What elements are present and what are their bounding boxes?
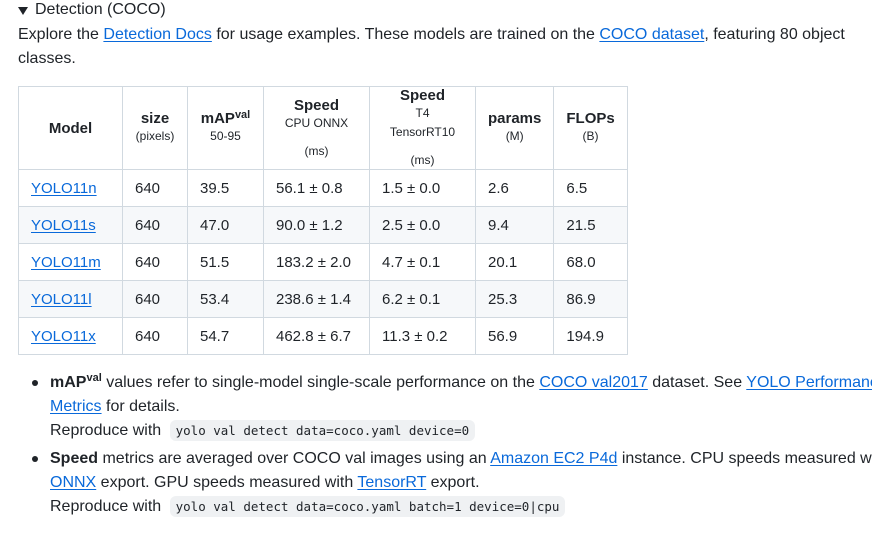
table-row: YOLO11x 640 54.7 462.8 ± 6.7 11.3 ± 0.2 … xyxy=(18,317,628,355)
note-term: mAPval xyxy=(50,372,102,392)
cell-map: 53.4 xyxy=(187,280,264,318)
table-header-row: Model size (pixels) mAPval 50-95 Speed C… xyxy=(18,86,628,170)
header-params: params (M) xyxy=(474,86,555,170)
header-model: Model xyxy=(18,86,123,170)
table-row: YOLO11l 640 53.4 238.6 ± 1.4 6.2 ± 0.1 2… xyxy=(18,280,628,318)
cell-flops: 68.0 xyxy=(553,243,628,281)
cell-speed-cpu: 183.2 ± 2.0 xyxy=(263,243,370,281)
note-text: for details. xyxy=(101,398,180,415)
cell-map: 47.0 xyxy=(187,206,264,244)
note-text: instance. CPU speeds measured with xyxy=(617,450,872,467)
model-link[interactable]: YOLO11l xyxy=(31,290,92,308)
coco-dataset-link[interactable]: COCO dataset xyxy=(599,26,705,43)
table-row: YOLO11m 640 51.5 183.2 ± 2.0 4.7 ± 0.1 2… xyxy=(18,243,628,281)
cell-speed-gpu: 4.7 ± 0.1 xyxy=(369,243,476,281)
model-link[interactable]: YOLO11x xyxy=(31,327,96,345)
header-size: size (pixels) xyxy=(122,86,188,170)
cell-size: 640 xyxy=(122,243,188,281)
coco-val2017-link[interactable]: COCO val2017 xyxy=(539,374,648,391)
cell-flops: 194.9 xyxy=(553,317,628,355)
cell-params: 2.6 xyxy=(474,169,555,207)
header-flops: FLOPs (B) xyxy=(553,86,628,170)
note-text: metrics are averaged over COCO val image… xyxy=(98,450,491,467)
amazon-ec2-p4d-link[interactable]: Amazon EC2 P4d xyxy=(490,450,618,467)
cell-params: 20.1 xyxy=(474,243,555,281)
bullet-icon xyxy=(32,380,38,386)
reproduce-label: Reproduce with xyxy=(50,498,162,515)
intro-text: Explore the xyxy=(18,26,104,43)
table-row: YOLO11s 640 47.0 90.0 ± 1.2 2.5 ± 0.0 9.… xyxy=(18,206,628,244)
cell-params: 56.9 xyxy=(474,317,555,355)
cell-size: 640 xyxy=(122,280,188,318)
cell-model: YOLO11n xyxy=(18,169,123,207)
cell-speed-gpu: 2.5 ± 0.0 xyxy=(369,206,476,244)
intro-text: for usage examples. These models are tra… xyxy=(211,26,600,43)
reproduce-command-code: yolo val detect data=coco.yaml batch=1 d… xyxy=(169,496,566,517)
reproduce-label: Reproduce with xyxy=(50,422,162,439)
cell-model: YOLO11l xyxy=(18,280,123,318)
cell-size: 640 xyxy=(122,169,188,207)
cell-params: 9.4 xyxy=(474,206,555,244)
cell-speed-cpu: 238.6 ± 1.4 xyxy=(263,280,370,318)
header-speed-cpu: Speed CPU ONNX (ms) xyxy=(263,86,370,170)
intro-paragraph: Explore the Detection Docs for usage exa… xyxy=(18,23,858,71)
tensorrt-link[interactable]: TensorRT xyxy=(357,474,427,491)
reproduce-command-code: yolo val detect data=coco.yaml device=0 xyxy=(169,420,476,441)
cell-map: 39.5 xyxy=(187,169,264,207)
cell-speed-gpu: 11.3 ± 0.2 xyxy=(369,317,476,355)
cell-params: 25.3 xyxy=(474,280,555,318)
header-speed-gpu: Speed T4 TensorRT10 (ms) xyxy=(369,86,476,170)
details-summary-toggle[interactable]: Detection (COCO) xyxy=(18,0,166,20)
detection-docs-link[interactable]: Detection Docs xyxy=(103,26,212,43)
cell-speed-gpu: 1.5 ± 0.0 xyxy=(369,169,476,207)
cell-size: 640 xyxy=(122,317,188,355)
cell-model: YOLO11m xyxy=(18,243,123,281)
note-text: values refer to single-model single-scal… xyxy=(101,374,540,391)
cell-model: YOLO11s xyxy=(18,206,123,244)
triangle-down-icon xyxy=(18,6,28,15)
notes-list: mAPval values refer to single-model sing… xyxy=(18,371,872,523)
cell-flops: 86.9 xyxy=(553,280,628,318)
cell-map: 51.5 xyxy=(187,243,264,281)
cell-speed-cpu: 462.8 ± 6.7 xyxy=(263,317,370,355)
cell-flops: 21.5 xyxy=(553,206,628,244)
header-map: mAPval 50-95 xyxy=(187,86,264,170)
onnx-link[interactable]: ONNX xyxy=(50,474,97,491)
note-text: export. GPU speeds measured with xyxy=(96,474,358,491)
model-link[interactable]: YOLO11m xyxy=(31,253,101,271)
yolo-performance-metrics-link[interactable]: YOLO Performance Metrics xyxy=(50,374,872,415)
cell-speed-cpu: 90.0 ± 1.2 xyxy=(263,206,370,244)
cell-model: YOLO11x xyxy=(18,317,123,355)
cell-size: 640 xyxy=(122,206,188,244)
cell-map: 54.7 xyxy=(187,317,264,355)
model-link[interactable]: YOLO11s xyxy=(31,216,96,234)
table-row: YOLO11n 640 39.5 56.1 ± 0.8 1.5 ± 0.0 2.… xyxy=(18,169,628,207)
model-link[interactable]: YOLO11n xyxy=(31,179,97,197)
note-text: export. xyxy=(426,474,480,491)
note-map: mAPval values refer to single-model sing… xyxy=(32,371,872,443)
cell-flops: 6.5 xyxy=(553,169,628,207)
note-term: Speed xyxy=(50,450,99,467)
cell-speed-cpu: 56.1 ± 0.8 xyxy=(263,169,370,207)
details-summary-label: Detection (COCO) xyxy=(35,1,166,18)
intro-text: , featuring 80 object classes. xyxy=(18,26,845,67)
note-speed: Speed metrics are averaged over COCO val… xyxy=(32,447,872,519)
note-text: dataset. See xyxy=(647,374,747,391)
models-table: Model size (pixels) mAPval 50-95 Speed C… xyxy=(18,86,628,355)
bullet-icon xyxy=(32,456,38,462)
cell-speed-gpu: 6.2 ± 0.1 xyxy=(369,280,476,318)
